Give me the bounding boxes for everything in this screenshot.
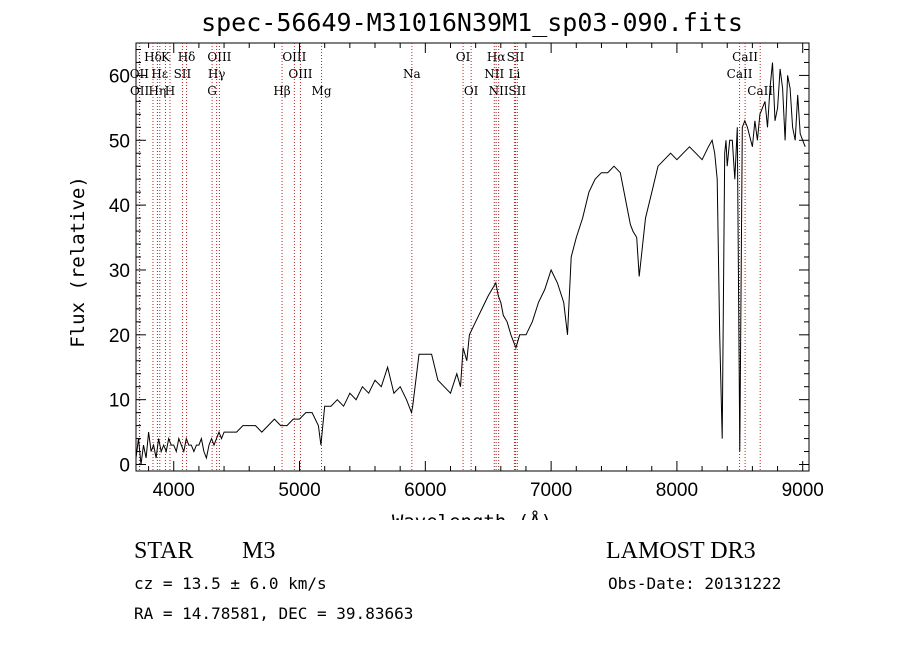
line-marker-label: G [207, 84, 217, 98]
y-tick-label: 30 [109, 261, 130, 282]
object-class: STAR [134, 538, 194, 564]
line-marker-label: OII [130, 84, 150, 98]
coordinates: RA = 14.78581, DEC = 39.83663 [134, 604, 414, 623]
x-tick-label: 7000 [530, 480, 572, 501]
line-marker-label: NII [489, 84, 509, 98]
y-tick-label: 50 [109, 131, 130, 152]
line-marker-label: OIII [288, 67, 312, 81]
y-tick-label: 20 [109, 326, 130, 347]
x-tick-label: 9000 [782, 480, 824, 501]
line-marker-label: Hγ [208, 67, 226, 81]
object-subclass: M3 [242, 538, 276, 564]
y-tick-label: 0 [119, 456, 130, 477]
y-tick-label: 10 [109, 391, 130, 412]
line-marker-label: CaII [727, 67, 753, 81]
spectrum-line [135, 62, 806, 465]
line-marker-label: SII [507, 50, 525, 64]
line-marker-label: Hβ [273, 84, 290, 98]
line-marker-label: H [165, 84, 175, 98]
line-marker-label: Hα [487, 50, 506, 64]
x-tick-label: 8000 [656, 480, 698, 501]
x-tick-label: 5000 [278, 480, 320, 501]
line-marker-label: CaII [732, 50, 758, 64]
y-tick-label: 60 [109, 66, 130, 87]
axis-ticks: 4000 5000 6000 7000 8000 9000 0 10 20 30 40 50 60 [109, 43, 824, 501]
survey-name: LAMOST DR3 [606, 538, 756, 564]
line-marker-label: Hδ [144, 50, 162, 64]
x-tick-label: 6000 [404, 480, 446, 501]
y-axis-label: Flux (relative) [67, 176, 89, 348]
line-marker-label: K [161, 50, 171, 64]
plot-frame [135, 42, 810, 472]
line-marker-label: SII [174, 67, 192, 81]
line-marker-label: SII [508, 84, 526, 98]
line-marker-label: Hδ [178, 50, 196, 64]
line-marker-label: Hη [149, 84, 167, 98]
line-marker-label: OI [456, 50, 471, 64]
line-marker-label: OIII [207, 50, 231, 64]
line-marker-label: Hε [151, 67, 168, 81]
chart-title: spec-56649-M31016N39M1_sp03-090.fits [201, 8, 743, 37]
line-marker-label: OIII [282, 50, 306, 64]
line-marker-label: CaII [747, 84, 773, 98]
line-marker-label: Na [403, 67, 421, 81]
redshift-readout: cz = 13.5 ± 6.0 km/s [134, 574, 327, 593]
x-axis-label: Wavelength (Å) [392, 510, 552, 520]
line-marker-label: Mg [312, 84, 332, 98]
obs-date: Obs-Date: 20131222 [608, 574, 782, 593]
line-marker-label: Li [508, 67, 520, 81]
line-marker-label: OI [464, 84, 479, 98]
y-tick-label: 40 [109, 196, 130, 217]
line-marker-label: NII [484, 67, 504, 81]
spectrum-chart: spec-56649-M31016N39M1_sp03-090.fits Hδ H… [67, 8, 824, 520]
x-tick-label: 4000 [153, 480, 195, 501]
